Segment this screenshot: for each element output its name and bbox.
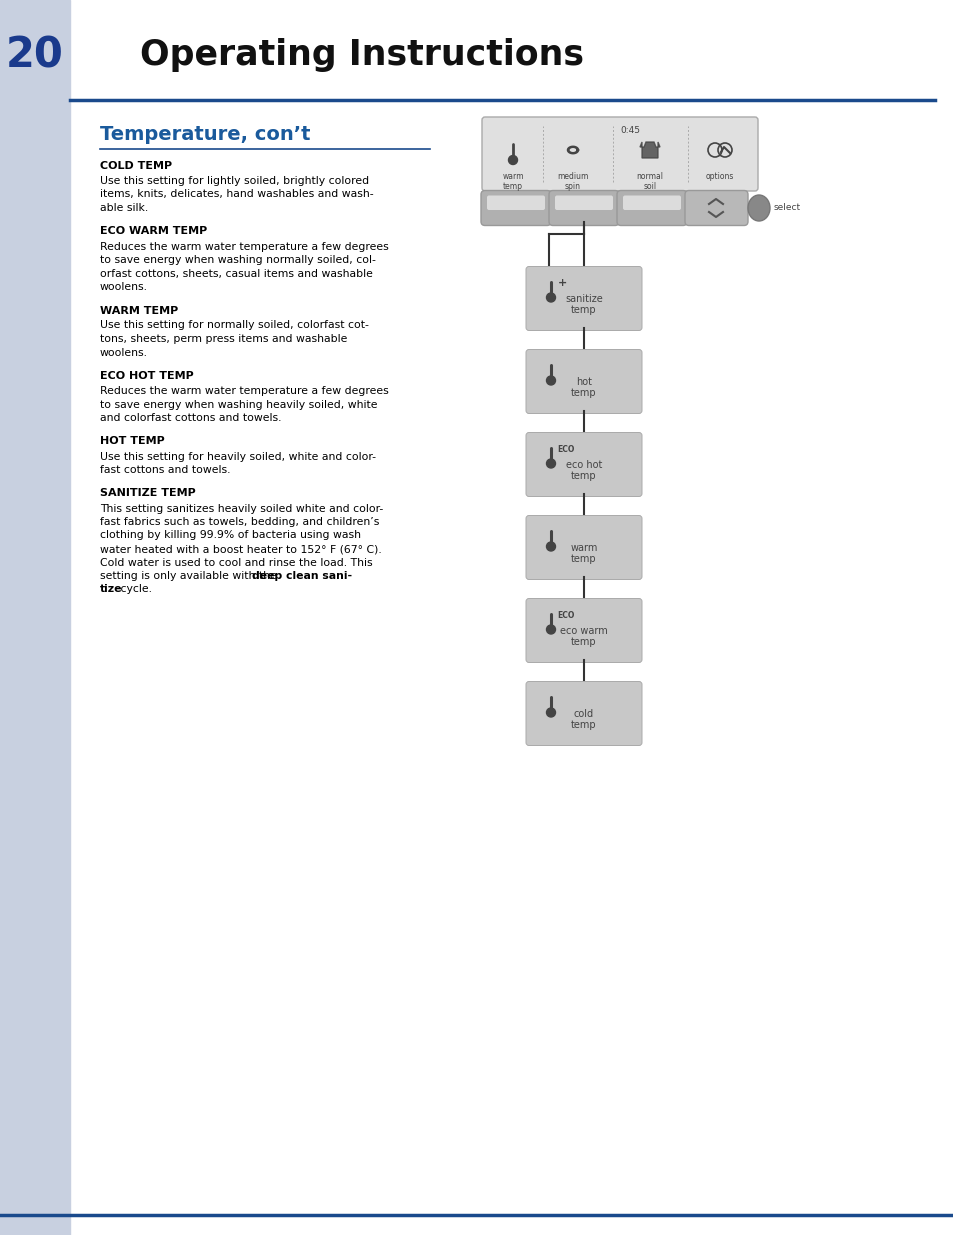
FancyBboxPatch shape: [622, 195, 680, 210]
Ellipse shape: [747, 195, 769, 221]
Text: ECO: ECO: [557, 445, 574, 454]
FancyBboxPatch shape: [684, 190, 747, 226]
Circle shape: [546, 625, 555, 634]
Text: woolens.: woolens.: [100, 282, 148, 291]
Text: deep clean sani-: deep clean sani-: [252, 571, 352, 580]
FancyBboxPatch shape: [548, 190, 618, 226]
Text: normal
soil: normal soil: [636, 172, 662, 191]
Text: sanitize
temp: sanitize temp: [564, 294, 602, 315]
Text: fast cottons and towels.: fast cottons and towels.: [100, 466, 231, 475]
Text: cycle.: cycle.: [117, 584, 152, 594]
Text: to save energy when washing normally soiled, col-: to save energy when washing normally soi…: [100, 254, 375, 266]
Circle shape: [546, 542, 555, 551]
FancyBboxPatch shape: [525, 432, 641, 496]
Circle shape: [546, 708, 555, 718]
FancyBboxPatch shape: [525, 267, 641, 331]
Circle shape: [508, 156, 517, 164]
Text: tize: tize: [100, 584, 122, 594]
Text: fast fabrics such as towels, bedding, and children’s: fast fabrics such as towels, bedding, an…: [100, 517, 379, 527]
Text: hot
temp: hot temp: [571, 377, 597, 399]
Text: SANITIZE TEMP: SANITIZE TEMP: [100, 489, 195, 499]
Text: warm
temp: warm temp: [570, 542, 598, 564]
Bar: [0, 0, 70, 1235]
Text: medium
spin: medium spin: [557, 172, 588, 191]
Text: warm
temp: warm temp: [501, 172, 523, 191]
FancyBboxPatch shape: [481, 117, 758, 191]
Text: Reduces the warm water temperature a few degrees: Reduces the warm water temperature a few…: [100, 387, 388, 396]
FancyBboxPatch shape: [617, 190, 686, 226]
Text: COLD TEMP: COLD TEMP: [100, 161, 172, 170]
Text: tons, sheets, perm press items and washable: tons, sheets, perm press items and washa…: [100, 333, 347, 345]
Text: eco hot
temp: eco hot temp: [565, 459, 601, 482]
FancyBboxPatch shape: [525, 599, 641, 662]
Text: ECO HOT TEMP: ECO HOT TEMP: [100, 370, 193, 382]
Text: woolens.: woolens.: [100, 347, 148, 357]
Text: setting is only available with the: setting is only available with the: [100, 571, 280, 580]
FancyBboxPatch shape: [486, 195, 544, 210]
Text: orfast cottons, sheets, casual items and washable: orfast cottons, sheets, casual items and…: [100, 268, 373, 279]
Text: and colorfast cottons and towels.: and colorfast cottons and towels.: [100, 412, 281, 424]
Text: Temperature, con’t: Temperature, con’t: [100, 125, 310, 144]
Text: to save energy when washing heavily soiled, white: to save energy when washing heavily soil…: [100, 399, 377, 410]
Text: water heated with a boost heater to 152° F (67° C).: water heated with a boost heater to 152°…: [100, 543, 381, 555]
Text: cold
temp: cold temp: [571, 709, 597, 730]
Text: 20: 20: [6, 35, 64, 77]
Text: able silk.: able silk.: [100, 203, 148, 212]
Text: +: +: [558, 279, 567, 289]
Text: items, knits, delicates, hand washables and wash-: items, knits, delicates, hand washables …: [100, 189, 374, 200]
Text: 0:45: 0:45: [619, 126, 639, 135]
FancyBboxPatch shape: [525, 350, 641, 414]
Polygon shape: [639, 142, 659, 158]
Text: Operating Instructions: Operating Instructions: [140, 38, 583, 72]
Text: Reduces the warm water temperature a few degrees: Reduces the warm water temperature a few…: [100, 242, 388, 252]
Text: WARM TEMP: WARM TEMP: [100, 305, 178, 315]
FancyBboxPatch shape: [555, 195, 613, 210]
Text: Use this setting for lightly soiled, brightly colored: Use this setting for lightly soiled, bri…: [100, 177, 369, 186]
Text: This setting sanitizes heavily soiled white and color-: This setting sanitizes heavily soiled wh…: [100, 504, 383, 514]
Text: ECO WARM TEMP: ECO WARM TEMP: [100, 226, 207, 236]
Text: clothing by killing 99.9% of bacteria using wash: clothing by killing 99.9% of bacteria us…: [100, 531, 360, 541]
FancyBboxPatch shape: [525, 682, 641, 746]
Circle shape: [546, 375, 555, 385]
Circle shape: [546, 459, 555, 468]
FancyBboxPatch shape: [525, 515, 641, 579]
Circle shape: [546, 293, 555, 303]
Text: eco warm
temp: eco warm temp: [559, 626, 607, 647]
Text: ECO: ECO: [557, 611, 574, 620]
Text: select: select: [773, 204, 801, 212]
FancyBboxPatch shape: [480, 190, 551, 226]
Text: Use this setting for normally soiled, colorfast cot-: Use this setting for normally soiled, co…: [100, 321, 369, 331]
Text: Cold water is used to cool and rinse the load. This: Cold water is used to cool and rinse the…: [100, 557, 373, 568]
Text: options: options: [705, 172, 734, 182]
Text: Use this setting for heavily soiled, white and color-: Use this setting for heavily soiled, whi…: [100, 452, 375, 462]
Text: HOT TEMP: HOT TEMP: [100, 436, 165, 447]
